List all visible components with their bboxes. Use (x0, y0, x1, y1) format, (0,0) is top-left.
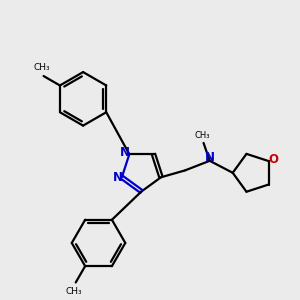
Text: CH₃: CH₃ (34, 63, 50, 72)
Text: CH₃: CH₃ (66, 286, 82, 296)
Text: CH₃: CH₃ (194, 130, 210, 140)
Text: N: N (205, 151, 215, 164)
Text: N: N (120, 146, 130, 159)
Text: O: O (268, 153, 278, 166)
Text: N: N (113, 171, 123, 184)
